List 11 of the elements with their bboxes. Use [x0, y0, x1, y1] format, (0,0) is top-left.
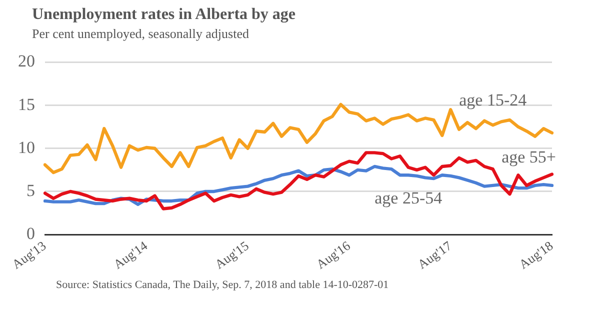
- source-note: Source: Statistics Canada, The Daily, Sep. 7, 2018 and table 14-10-0287-01: [56, 279, 390, 291]
- chart-subtitle: Per cent unemployed, seasonally adjusted: [32, 26, 250, 42]
- chart-title: Unemployment rates in Alberta by age: [32, 6, 297, 24]
- y-tick-label: 5: [26, 180, 35, 200]
- y-tick-label: 20: [18, 52, 35, 71]
- y-tick-label: 0: [26, 224, 35, 244]
- series-label: age 25-54: [374, 188, 443, 208]
- series-label: age 15-24: [459, 90, 528, 110]
- series-label: age 55+: [502, 148, 556, 167]
- y-tick-label: 10: [18, 138, 35, 157]
- y-tick-label: 15: [18, 94, 35, 114]
